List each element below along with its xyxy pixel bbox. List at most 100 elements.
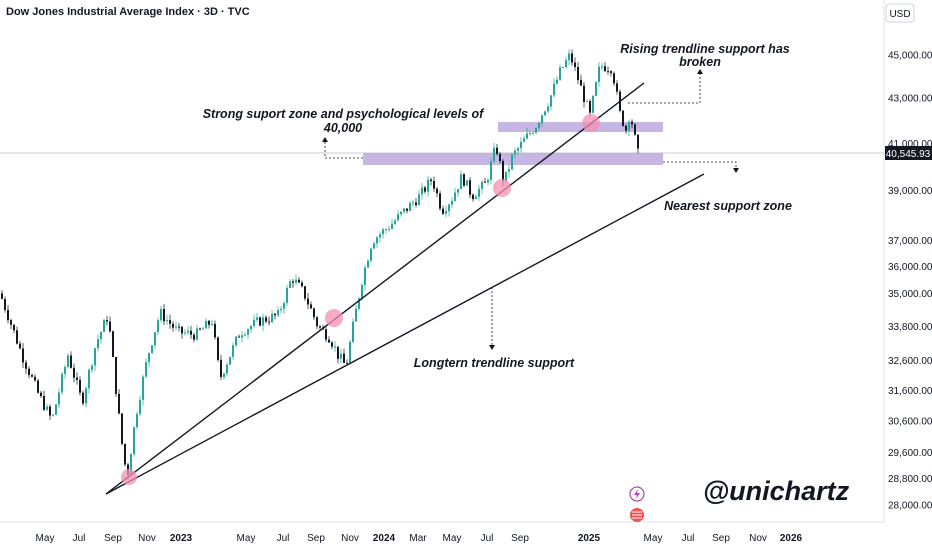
candle-body: [544, 111, 546, 116]
candle-body: [577, 67, 579, 81]
candle-body: [562, 67, 564, 69]
candle-body: [472, 194, 474, 200]
x-tick-label: May: [36, 533, 55, 544]
candle-body: [610, 71, 612, 74]
candle-body: [487, 179, 489, 183]
candle-body: [361, 284, 363, 299]
candle-body: [400, 211, 402, 215]
candle-body: [49, 406, 51, 416]
candle-body: [73, 367, 75, 378]
candle-body: [457, 189, 459, 193]
highlight-breakdown: [582, 114, 600, 132]
candle-body: [4, 298, 6, 310]
longterm-trendline[interactable]: [105, 173, 705, 495]
y-tick-label: 29,600.00: [888, 448, 932, 459]
candle-body: [529, 133, 531, 135]
candle-body: [508, 169, 510, 172]
candle-body: [580, 80, 582, 86]
candle-body: [595, 82, 597, 96]
x-tick-label: May: [644, 533, 663, 544]
x-tick-label: May: [443, 533, 462, 544]
candle-body: [427, 179, 429, 192]
candle-body: [109, 321, 111, 332]
candle-body: [250, 325, 252, 330]
candle-body: [328, 339, 330, 343]
support-zone-upper[interactable]: [498, 122, 663, 132]
candle-body: [382, 229, 384, 235]
y-tick-label: 37,000.00: [888, 236, 932, 247]
annotation-arrows: [324, 72, 737, 347]
candle-body: [181, 326, 183, 334]
x-tick-label: May: [237, 533, 256, 544]
candle-body: [100, 331, 102, 340]
candle-body: [532, 132, 534, 134]
candle-body: [490, 161, 492, 180]
candle-body: [526, 133, 528, 139]
x-tick-label: Nov: [749, 533, 767, 544]
candle-body: [247, 329, 249, 335]
candle-body: [7, 309, 9, 321]
candle-body: [64, 366, 66, 374]
candle-body: [196, 328, 198, 340]
candle-body: [217, 337, 219, 360]
x-tick-label: Sep: [712, 533, 730, 544]
candle-body: [631, 121, 633, 125]
y-tick-label: 45,000.00: [888, 51, 932, 62]
x-tick-label: Jul: [73, 533, 86, 544]
candle-body: [91, 365, 93, 370]
y-tick-label: 31,600.00: [888, 386, 932, 397]
candle-body: [337, 346, 339, 359]
candle-body: [352, 321, 354, 342]
candle-body: [391, 223, 393, 230]
candle-body: [442, 208, 444, 214]
x-tick-label: 2025: [578, 533, 601, 544]
candle-body: [298, 279, 300, 283]
y-tick-label: 36,000.00: [888, 262, 932, 273]
candle-body: [70, 355, 72, 368]
y-tick-label: 39,000.00: [888, 186, 932, 197]
candle-body: [436, 188, 438, 194]
candle-body: [205, 320, 207, 329]
candle-body: [142, 376, 144, 400]
candle-body: [325, 329, 327, 340]
candle-body: [607, 71, 609, 73]
candle-body: [28, 368, 30, 376]
candle-body: [415, 202, 417, 206]
candle-body: [403, 208, 405, 212]
candle-body: [448, 204, 450, 212]
candle-body: [118, 393, 120, 414]
candle-body: [424, 187, 426, 192]
candle-body: [160, 308, 162, 321]
candle-body: [460, 174, 462, 190]
candle-body: [556, 79, 558, 84]
candle-body: [535, 127, 537, 133]
candle-body: [589, 101, 591, 113]
candle-body: [1, 293, 3, 299]
y-tick-label: 35,000.00: [888, 289, 932, 300]
candle-body: [385, 229, 387, 231]
rising-trendline[interactable]: [105, 82, 645, 495]
candle-body: [193, 334, 195, 340]
candle-body: [637, 134, 639, 149]
candle-body: [130, 454, 132, 475]
candle-body: [10, 320, 12, 325]
candle-body: [481, 181, 483, 189]
candle-body: [172, 323, 174, 328]
candle-body: [571, 53, 573, 63]
candle-body: [85, 388, 87, 404]
candle-body: [625, 125, 627, 131]
candle-body: [19, 343, 21, 349]
candle-body: [628, 121, 630, 131]
candle-body: [52, 414, 54, 416]
candle-body: [148, 352, 150, 363]
candle-body: [34, 376, 36, 381]
price-axis-bg: [884, 0, 932, 550]
candle-body: [244, 334, 246, 336]
currency-button[interactable]: [885, 3, 915, 23]
candle-body: [253, 319, 255, 326]
x-tick-label: 2023: [170, 533, 193, 544]
candle-body: [232, 345, 234, 357]
candle-body: [208, 320, 210, 325]
flag-glyph: [632, 511, 642, 519]
